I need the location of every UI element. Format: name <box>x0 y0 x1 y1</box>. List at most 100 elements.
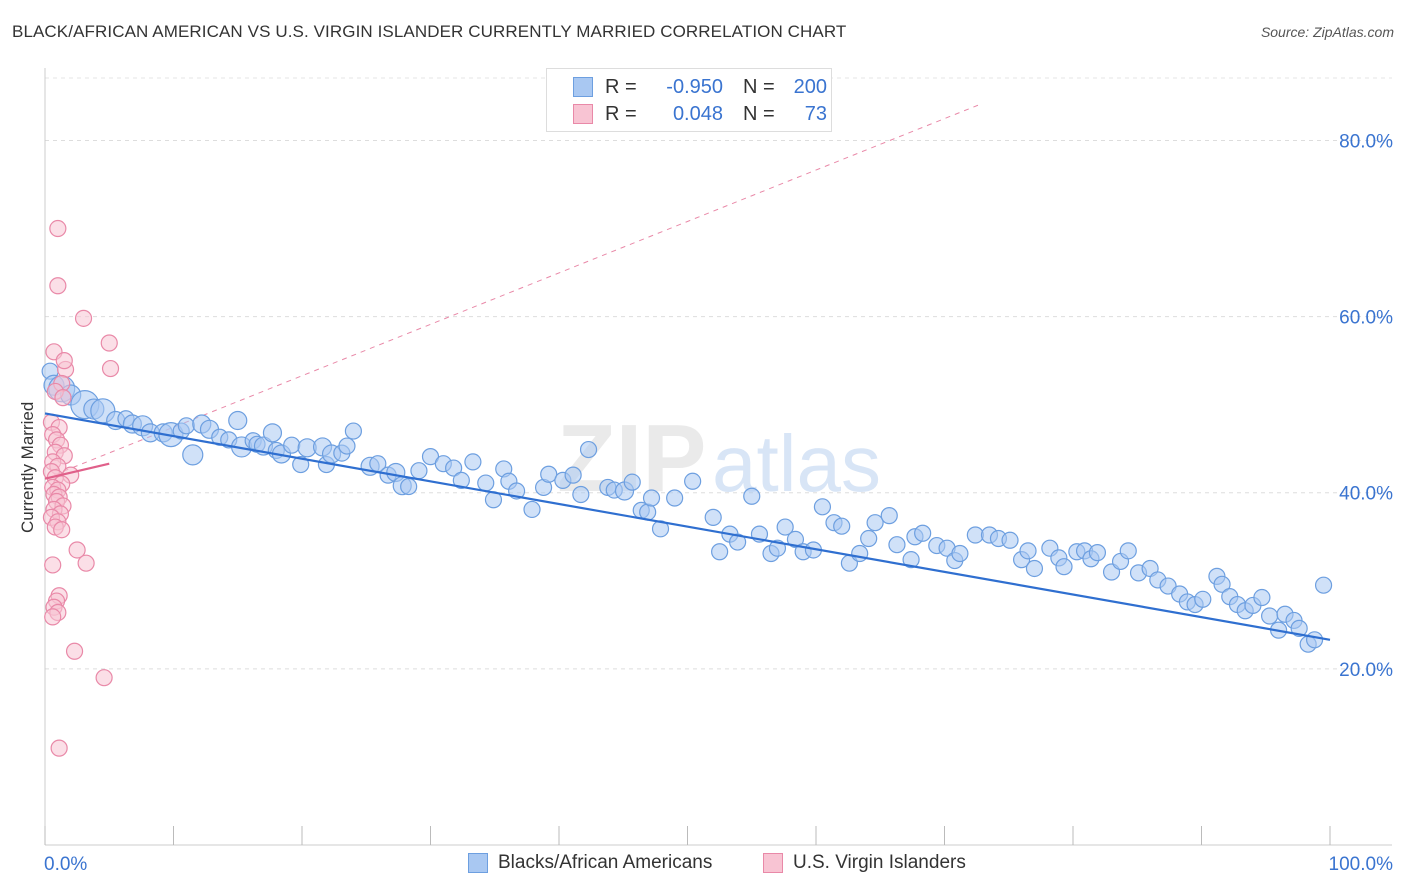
blue-point <box>860 529 878 548</box>
blue-point <box>1119 542 1137 560</box>
chart-title: BLACK/AFRICAN AMERICAN VS U.S. VIRGIN IS… <box>12 22 847 41</box>
blue-point <box>572 485 590 504</box>
pink-trend-extension <box>44 104 979 480</box>
watermark-atlas: atlas <box>712 419 881 508</box>
blue-point <box>880 507 898 525</box>
blue-point <box>464 453 482 471</box>
legend-swatch-pink <box>573 104 593 124</box>
axes <box>44 68 1392 846</box>
blue-point <box>951 544 969 563</box>
pink-point <box>65 642 84 660</box>
bottom-legend-virgin-islanders: U.S. Virgin Islanders <box>763 852 966 874</box>
blue-point <box>623 473 641 491</box>
pink-trend-extension-line <box>44 104 979 480</box>
pink-points <box>42 219 120 757</box>
pink-point <box>74 309 93 327</box>
blue-point <box>1088 544 1107 562</box>
blue-point <box>666 489 684 507</box>
pink-trend-line <box>44 462 110 480</box>
blue-point <box>523 500 541 519</box>
x-tick-label-min: 0.0% <box>44 854 87 875</box>
blue-point <box>1261 607 1279 625</box>
blue-point <box>684 472 702 490</box>
blue-point <box>729 533 747 551</box>
pink-point <box>55 352 73 370</box>
bottom-legend-label-virgin-islanders: U.S. Virgin Islanders <box>793 852 966 873</box>
blue-point <box>642 489 661 507</box>
blue-point <box>1025 559 1044 578</box>
blue-point <box>1019 542 1037 560</box>
blue-point <box>1055 558 1073 576</box>
blue-point <box>711 543 729 561</box>
blue-point <box>177 417 195 435</box>
blue-point <box>833 517 851 535</box>
blue-point <box>452 471 470 489</box>
blue-point <box>1314 576 1333 594</box>
blue-points <box>41 362 1333 653</box>
bottom-legend-blacks: Blacks/African Americans <box>468 852 712 874</box>
blue-trend-line <box>44 412 1331 641</box>
blue-point <box>914 524 932 542</box>
pink-point <box>54 389 72 407</box>
blue-point <box>743 487 761 505</box>
blue-point <box>564 466 582 484</box>
bottom-legend-label-blacks: Blacks/African Americans <box>498 852 713 873</box>
blue-point <box>1253 588 1271 607</box>
correlation-legend: R = -0.950 N = 200 R = 0.048 N = 73 <box>546 68 832 132</box>
r-value: -0.950 <box>666 75 723 98</box>
blue-point <box>262 423 283 443</box>
pink-point <box>44 608 62 626</box>
y-tick-label: 40.0% <box>1339 484 1393 505</box>
pink-point <box>49 277 67 295</box>
blue-point <box>400 477 418 496</box>
legend-swatch-blue <box>573 77 593 97</box>
blue-point <box>445 459 463 477</box>
pink-point <box>77 554 95 572</box>
blue-point <box>813 498 832 516</box>
y-axis-label: Currently Married <box>18 402 37 533</box>
blue-point <box>866 514 884 532</box>
blue-point <box>283 436 301 454</box>
pink-point <box>49 219 67 238</box>
blue-point <box>888 536 906 554</box>
blue-point <box>477 474 495 492</box>
blue-point <box>1213 575 1231 593</box>
legend-row-virgin-islanders: R = 0.048 N = 73 <box>573 101 827 127</box>
blue-point <box>1290 619 1308 637</box>
n-value: 73 <box>804 102 827 125</box>
bottom-legend-swatch-pink <box>763 853 783 873</box>
blue-point <box>228 410 248 431</box>
blue-point <box>182 444 204 466</box>
bottom-legend-swatch-blue <box>468 853 488 873</box>
n-label: N = <box>743 102 775 125</box>
blue-point <box>1001 531 1019 549</box>
r-label: R = <box>605 75 637 98</box>
blue-point <box>902 551 920 569</box>
watermark: ZIP atlas <box>557 405 881 512</box>
blue-point <box>1305 631 1324 649</box>
blue-point <box>851 544 869 563</box>
blue-point <box>540 465 558 483</box>
y-tick-label: 20.0% <box>1339 660 1393 681</box>
pink-point <box>100 334 118 352</box>
r-label: R = <box>605 102 637 125</box>
pink-point <box>101 359 120 378</box>
tick-labels: 20.0% 40.0% 60.0% 80.0% 0.0% 100.0% <box>44 131 1393 875</box>
y-tick-label: 80.0% <box>1339 131 1393 152</box>
gridlines <box>45 77 1392 670</box>
n-value: 200 <box>793 75 827 98</box>
x-tick-label-max: 100.0% <box>1329 854 1394 875</box>
blue-point <box>338 437 356 455</box>
blue-point <box>410 462 428 480</box>
blue-point <box>344 422 362 440</box>
pink-point <box>44 556 62 574</box>
blue-point <box>704 508 722 526</box>
pink-point <box>50 739 68 757</box>
pink-point <box>95 669 113 687</box>
n-label: N = <box>743 75 775 98</box>
blue-point <box>292 455 310 474</box>
legend-row-blacks: R = -0.950 N = 200 <box>573 74 827 100</box>
blue-point <box>786 530 805 549</box>
source-credit: Source: ZipAtlas.com <box>1260 24 1394 40</box>
